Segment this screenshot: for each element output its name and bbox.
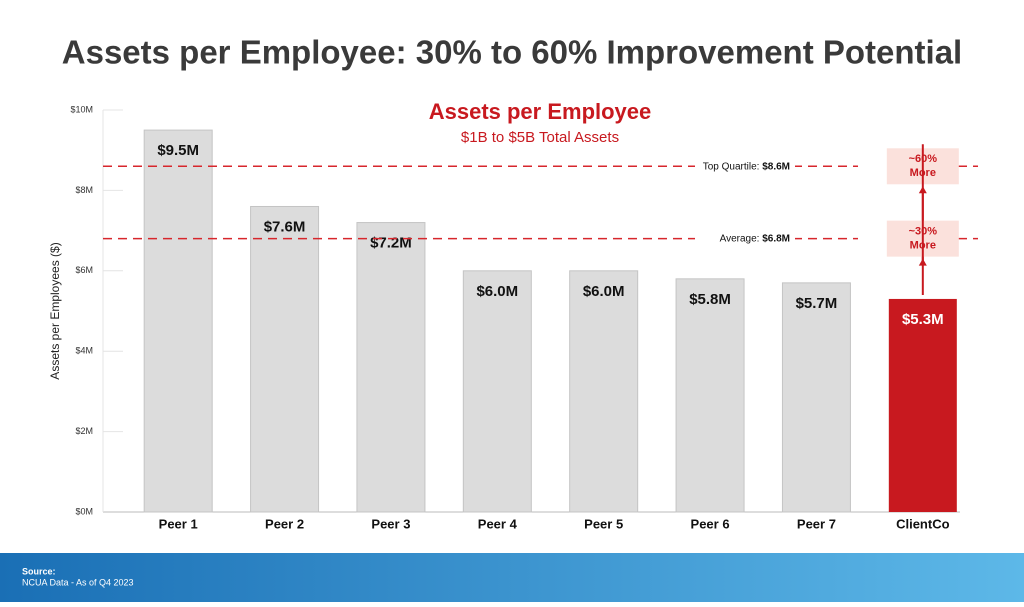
reference-label-bg xyxy=(695,230,795,247)
y-tick-label: $4M xyxy=(75,346,93,356)
x-tick-label: ClientCo xyxy=(896,516,950,531)
x-tick-label: Peer 5 xyxy=(584,516,623,531)
bar xyxy=(569,270,639,513)
bar xyxy=(781,282,851,513)
reference-value: $6.8M xyxy=(762,233,790,244)
reference-label-text: Average: xyxy=(720,233,760,244)
y-tick-label: $6M xyxy=(75,265,93,275)
y-axis-label: Assets per Employees ($) xyxy=(48,242,62,379)
reference-value: $8.6M xyxy=(762,161,790,172)
bar xyxy=(250,205,320,513)
y-tick-label: $0M xyxy=(75,506,93,516)
x-tick-label: Peer 7 xyxy=(797,516,836,531)
page-title: Assets per Employee: 30% to 60% Improvem… xyxy=(62,34,962,71)
arrow-head xyxy=(918,258,927,266)
bar xyxy=(675,278,745,513)
x-tick-label: Peer 2 xyxy=(265,516,304,531)
x-tick-label: Peer 6 xyxy=(691,516,730,531)
footer-band xyxy=(0,553,1024,602)
x-tick-label: Peer 4 xyxy=(478,516,518,531)
y-tick-label: $2M xyxy=(75,426,93,436)
x-tick-label: Peer 1 xyxy=(159,516,198,531)
value-label: $6.0M xyxy=(476,283,518,300)
value-label: $5.3M xyxy=(902,311,944,328)
footer-heading: Source: xyxy=(22,566,56,576)
bar xyxy=(462,270,532,513)
y-tick-label: $10M xyxy=(70,104,93,114)
value-label: $5.8M xyxy=(689,291,731,308)
value-label: $9.5M xyxy=(157,142,199,159)
y-tick-label: $8M xyxy=(75,185,93,195)
bar xyxy=(143,129,213,513)
value-label: $7.6M xyxy=(264,218,306,235)
bar xyxy=(356,222,426,513)
chart-title: Assets per Employee xyxy=(429,99,652,124)
reference-label: Average: $6.8M xyxy=(720,233,790,244)
bar xyxy=(888,298,957,512)
footer-text: NCUA Data - As of Q4 2023 xyxy=(22,577,134,587)
x-tick-label: Peer 3 xyxy=(371,516,410,531)
value-label: $5.7M xyxy=(796,295,838,312)
value-label: $6.0M xyxy=(583,283,625,300)
value-label: $7.2M xyxy=(370,235,412,252)
chart-subtitle: $1B to $5B Total Assets xyxy=(461,129,619,146)
reference-label: Top Quartile: $8.6M xyxy=(703,161,790,172)
reference-label-text: Top Quartile: xyxy=(703,161,760,172)
reference-label-bg xyxy=(695,158,795,175)
